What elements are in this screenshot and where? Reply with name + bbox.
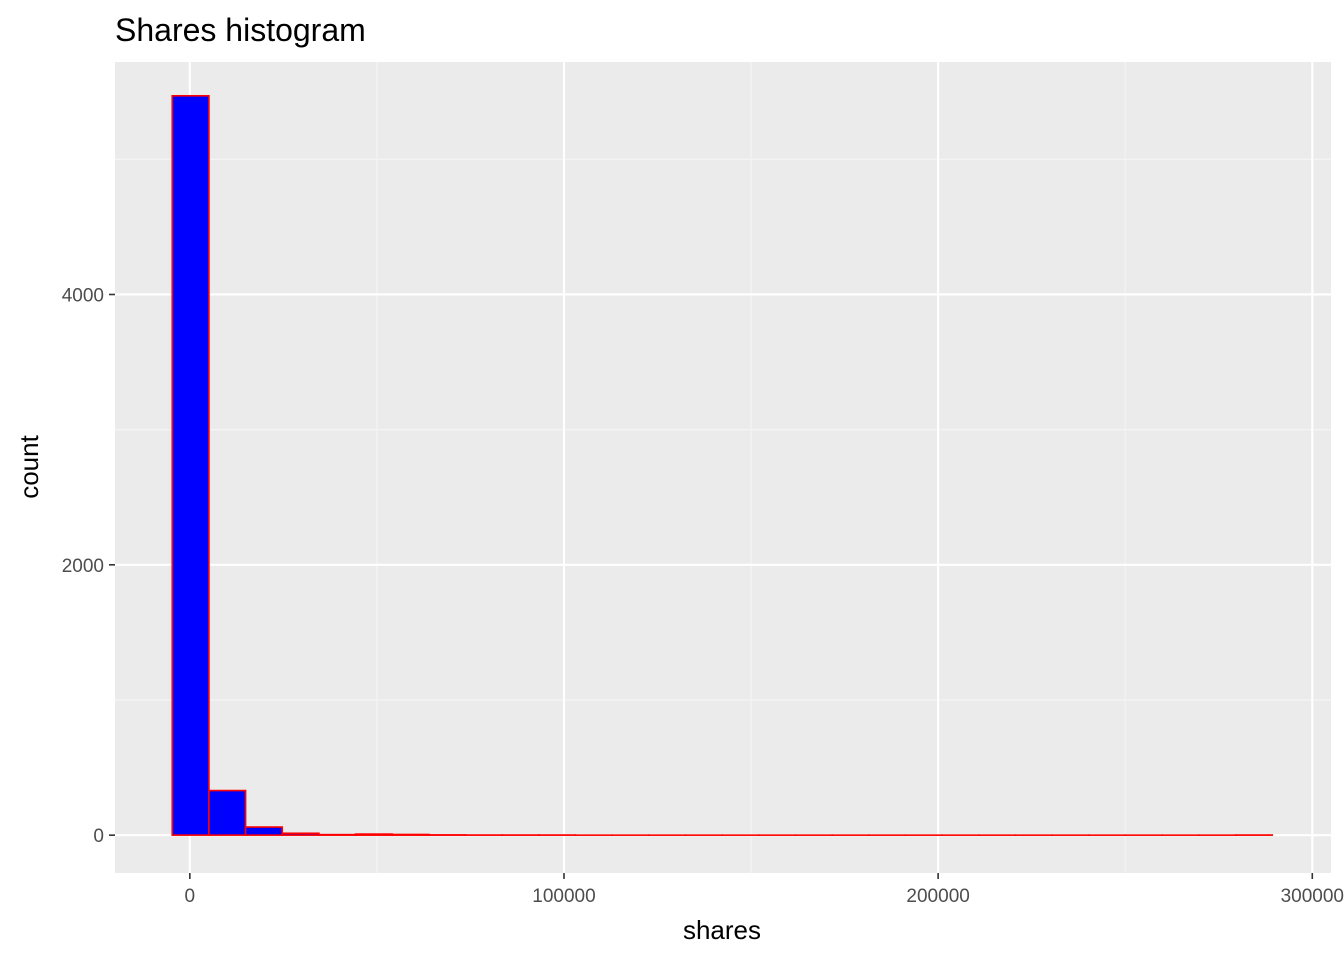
- y-tick-label: 2000: [62, 556, 104, 577]
- histogram-bar: [391, 833, 430, 836]
- histogram-bar: [208, 789, 247, 836]
- y-axis-title: count: [14, 434, 44, 498]
- histogram-bars: [171, 94, 1274, 836]
- histogram-bar: [354, 833, 394, 836]
- y-axis-ticks: 0 2000 4000: [62, 285, 115, 847]
- histogram-bar: [171, 94, 210, 836]
- y-tick-label: 4000: [62, 285, 104, 306]
- x-tick-label: 200000: [906, 886, 969, 907]
- x-axis-ticks: 0 100000 200000 300000: [185, 873, 1344, 907]
- x-tick-label: 0: [185, 886, 196, 907]
- histogram-bar: [244, 826, 284, 836]
- x-tick-label: 100000: [532, 886, 595, 907]
- plot-panel: [115, 62, 1331, 873]
- y-tick-label: 0: [93, 826, 104, 847]
- chart-title: Shares histogram: [115, 12, 366, 48]
- minor-gridlines: [115, 62, 1331, 873]
- x-tick-label: 300000: [1281, 886, 1344, 907]
- x-axis-title: shares: [683, 915, 761, 945]
- histogram-bar: [318, 833, 357, 836]
- histogram-bar: [281, 832, 320, 836]
